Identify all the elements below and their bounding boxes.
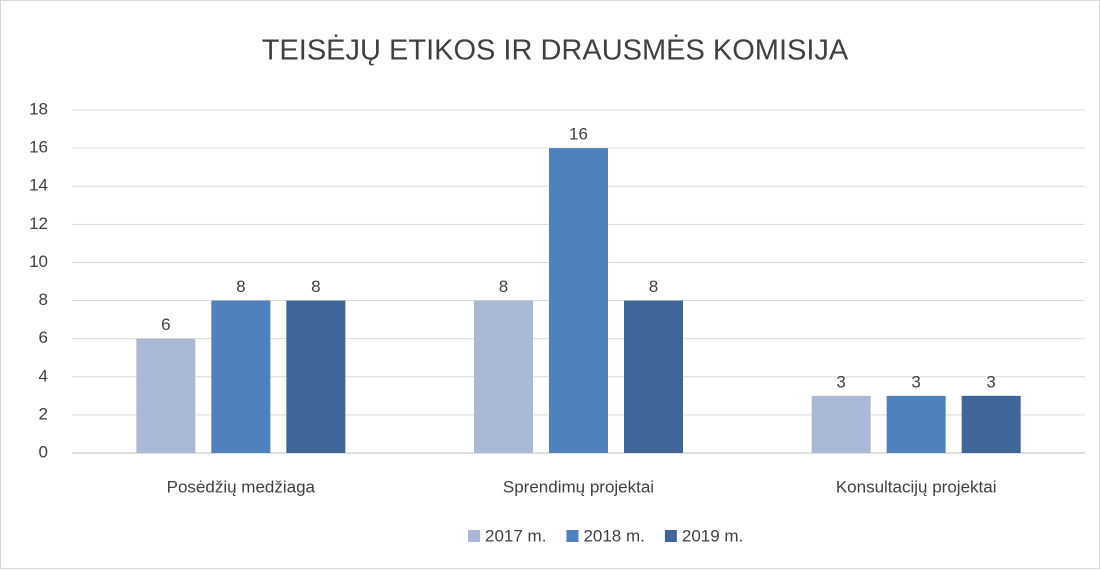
y-tick-label: 0 [39, 442, 48, 461]
y-tick-label: 10 [29, 252, 48, 271]
y-tick-label: 18 [29, 99, 48, 118]
data-label: 6 [161, 315, 170, 334]
x-tick-label: Posėdžių medžiaga [167, 477, 316, 496]
data-label: 3 [836, 372, 845, 391]
data-label: 3 [986, 372, 995, 391]
y-tick-label: 14 [29, 176, 48, 195]
data-label: 16 [569, 125, 588, 144]
data-label: 8 [499, 277, 508, 296]
data-label: 8 [311, 277, 320, 296]
y-tick-label: 2 [39, 404, 48, 423]
bar [961, 395, 1021, 453]
bar [624, 300, 683, 453]
bar [474, 300, 533, 453]
data-label: 3 [911, 372, 920, 391]
legend-swatch [468, 530, 480, 542]
bar [811, 395, 871, 453]
legend-label: 2017 m. [485, 526, 546, 545]
bar [886, 395, 946, 453]
x-tick-label: Konsultacijų projektai [836, 477, 997, 496]
y-tick-label: 4 [39, 366, 48, 385]
bar [211, 300, 271, 453]
x-tick-label: Sprendimų projektai [503, 477, 654, 496]
y-tick-label: 12 [29, 214, 48, 233]
legend-label: 2019 m. [682, 526, 743, 545]
data-label: 8 [649, 277, 658, 296]
legend-label: 2018 m. [583, 526, 644, 545]
legend-swatch [664, 530, 677, 542]
bar [136, 338, 196, 453]
y-tick-label: 16 [29, 138, 48, 157]
bar [549, 148, 608, 453]
bar [286, 300, 346, 453]
data-label: 8 [236, 277, 245, 296]
chart-title: TEISĖJŲ ETIKOS IR DRAUSMĖS KOMISIJA [262, 34, 849, 67]
y-tick-label: 8 [39, 290, 48, 309]
legend-swatch [566, 530, 579, 542]
y-tick-label: 6 [39, 328, 48, 347]
